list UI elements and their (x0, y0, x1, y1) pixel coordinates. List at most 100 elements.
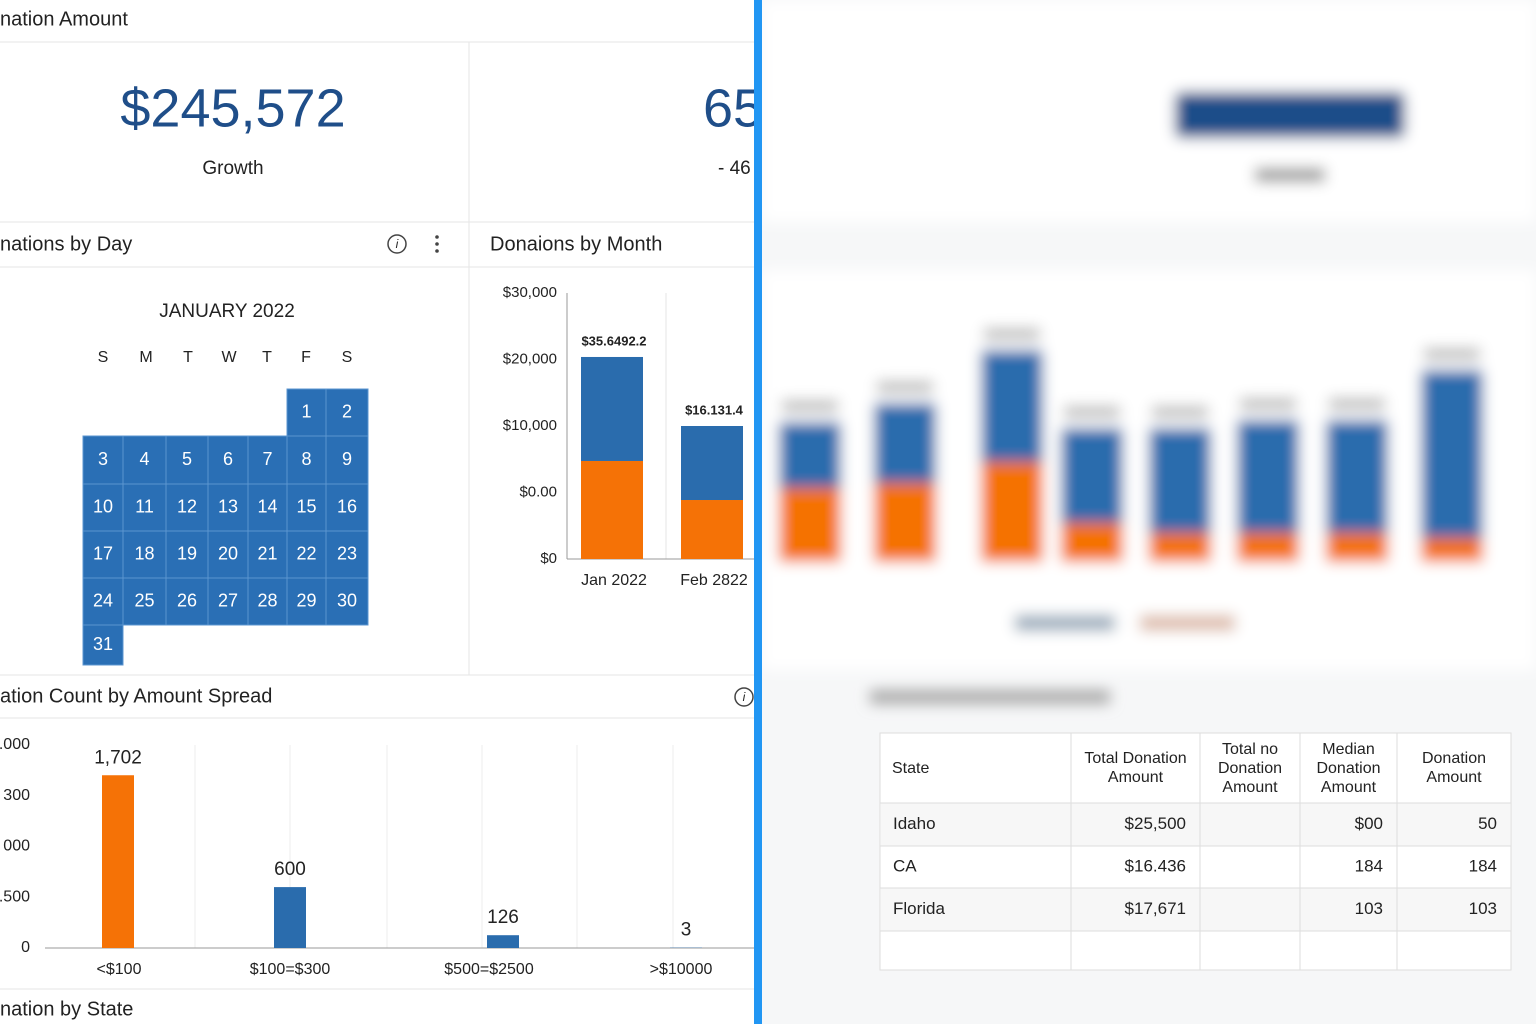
day-label: 22 (296, 543, 316, 563)
panel-title: nations by Day (0, 233, 132, 255)
panel-title: nation Amount (0, 8, 128, 30)
table-cell: $16.436 (1125, 856, 1186, 875)
blurred-bar (874, 483, 936, 562)
day-label: 30 (337, 590, 357, 610)
bar-segment (581, 460, 643, 559)
header-cell: Donation Amount (1421, 750, 1487, 786)
weekday-label: T (262, 349, 272, 366)
blurred-bar (1237, 533, 1299, 562)
header-cell: State (892, 760, 929, 777)
weekday-label: S (342, 349, 353, 366)
day-label: 15 (296, 496, 316, 516)
table-cell: 50 (1478, 814, 1497, 833)
blurred-bar (1061, 523, 1123, 562)
info-icon[interactable] (734, 687, 754, 707)
bar (102, 775, 134, 948)
info-icon[interactable] (387, 234, 407, 254)
bar-segment (681, 426, 743, 501)
blurred-label (782, 400, 838, 412)
kebab-menu[interactable] (435, 235, 439, 253)
day-label: 9 (342, 449, 352, 469)
y-tick-label: 0 (21, 939, 30, 956)
day-label: 2 (342, 401, 352, 421)
y-tick-label: 000 (3, 838, 30, 855)
calendar-title: JANUARY 2022 (159, 301, 295, 322)
value-label: 1,702 (94, 747, 142, 768)
table-cell: 184 (1355, 856, 1383, 875)
panel-title: ation Count by Amount Spread (0, 685, 272, 707)
day-label: 13 (218, 496, 238, 516)
blurred-label (1064, 406, 1120, 418)
header-text: Total no Donation Amount (1217, 740, 1283, 796)
day-label: 16 (337, 496, 357, 516)
y-tick-label: $0 (540, 550, 557, 567)
blurred-label (1329, 398, 1385, 410)
weekday-label: T (183, 349, 193, 366)
blurred-bar (1061, 428, 1123, 523)
day-label: 11 (135, 496, 154, 516)
day-label: 6 (223, 449, 233, 469)
day-label: 1 (301, 401, 311, 421)
blurred-bar (1421, 370, 1483, 538)
day-cell (325, 530, 369, 579)
blurred-bar (1326, 420, 1388, 533)
day-label: 14 (257, 496, 277, 516)
value-label: 3 (681, 920, 692, 941)
day-cell (122, 577, 167, 626)
day-cell (122, 435, 167, 485)
info-icon-glyph: i (396, 237, 399, 251)
day-label: 25 (134, 590, 154, 610)
y-tick-label: 300 (3, 787, 30, 804)
day-label: 17 (93, 543, 113, 563)
header-text: Donation Amount (1421, 750, 1487, 786)
bar-segment (581, 356, 643, 461)
blurred-label (1424, 348, 1480, 360)
bar (274, 887, 306, 948)
bar-total-label: $35.6492.2 (581, 333, 646, 348)
weekday-label: M (139, 349, 152, 366)
day-cell (165, 530, 209, 579)
day-cell (82, 483, 124, 532)
table-cell: Idaho (893, 814, 936, 833)
day-label: 3 (98, 449, 108, 469)
info-icon-glyph: i (743, 690, 746, 704)
y-tick-label: $0.00 (519, 483, 557, 500)
blurred-label (1240, 398, 1296, 410)
split-divider[interactable] (754, 0, 762, 1024)
day-cell (82, 435, 124, 485)
kpi-value: $245,572 (120, 78, 345, 138)
header-cell: Total no Donation Amount (1217, 740, 1283, 796)
blurred-bar (874, 403, 936, 483)
row-bg (881, 803, 1510, 846)
day-cell (207, 577, 249, 626)
bar (487, 935, 519, 948)
table-cell: 103 (1469, 899, 1497, 918)
blurred-bar (1237, 420, 1299, 533)
y-tick-label: .500 (0, 888, 30, 905)
x-tick-label: <$100 (97, 961, 142, 978)
day-label: 24 (93, 590, 113, 610)
day-cell (122, 530, 167, 579)
blurred-label (877, 381, 933, 393)
blurred-bar (1421, 538, 1483, 562)
day-label: 28 (257, 590, 277, 610)
blurred-bar (981, 462, 1043, 562)
kpi-label: - 46 (718, 158, 751, 179)
day-label: 20 (218, 543, 238, 563)
panel-title: nation by State (0, 998, 133, 1020)
day-cell (165, 577, 209, 626)
blurred-bar (779, 488, 841, 562)
table-cell: 184 (1469, 856, 1497, 875)
blurred-content (762, 0, 1536, 704)
weekday-label: S (98, 349, 109, 366)
y-tick-label: .000 (0, 736, 30, 753)
table-cell: Florida (893, 899, 946, 918)
bar-total-label: $16.131.4 (685, 402, 744, 417)
day-label: 5 (182, 449, 192, 469)
blurred-label (1152, 406, 1208, 418)
row-bg (881, 888, 1510, 931)
day-cell (247, 577, 288, 626)
blurred-label (984, 328, 1040, 340)
y-tick-label: $30,000 (503, 284, 557, 301)
